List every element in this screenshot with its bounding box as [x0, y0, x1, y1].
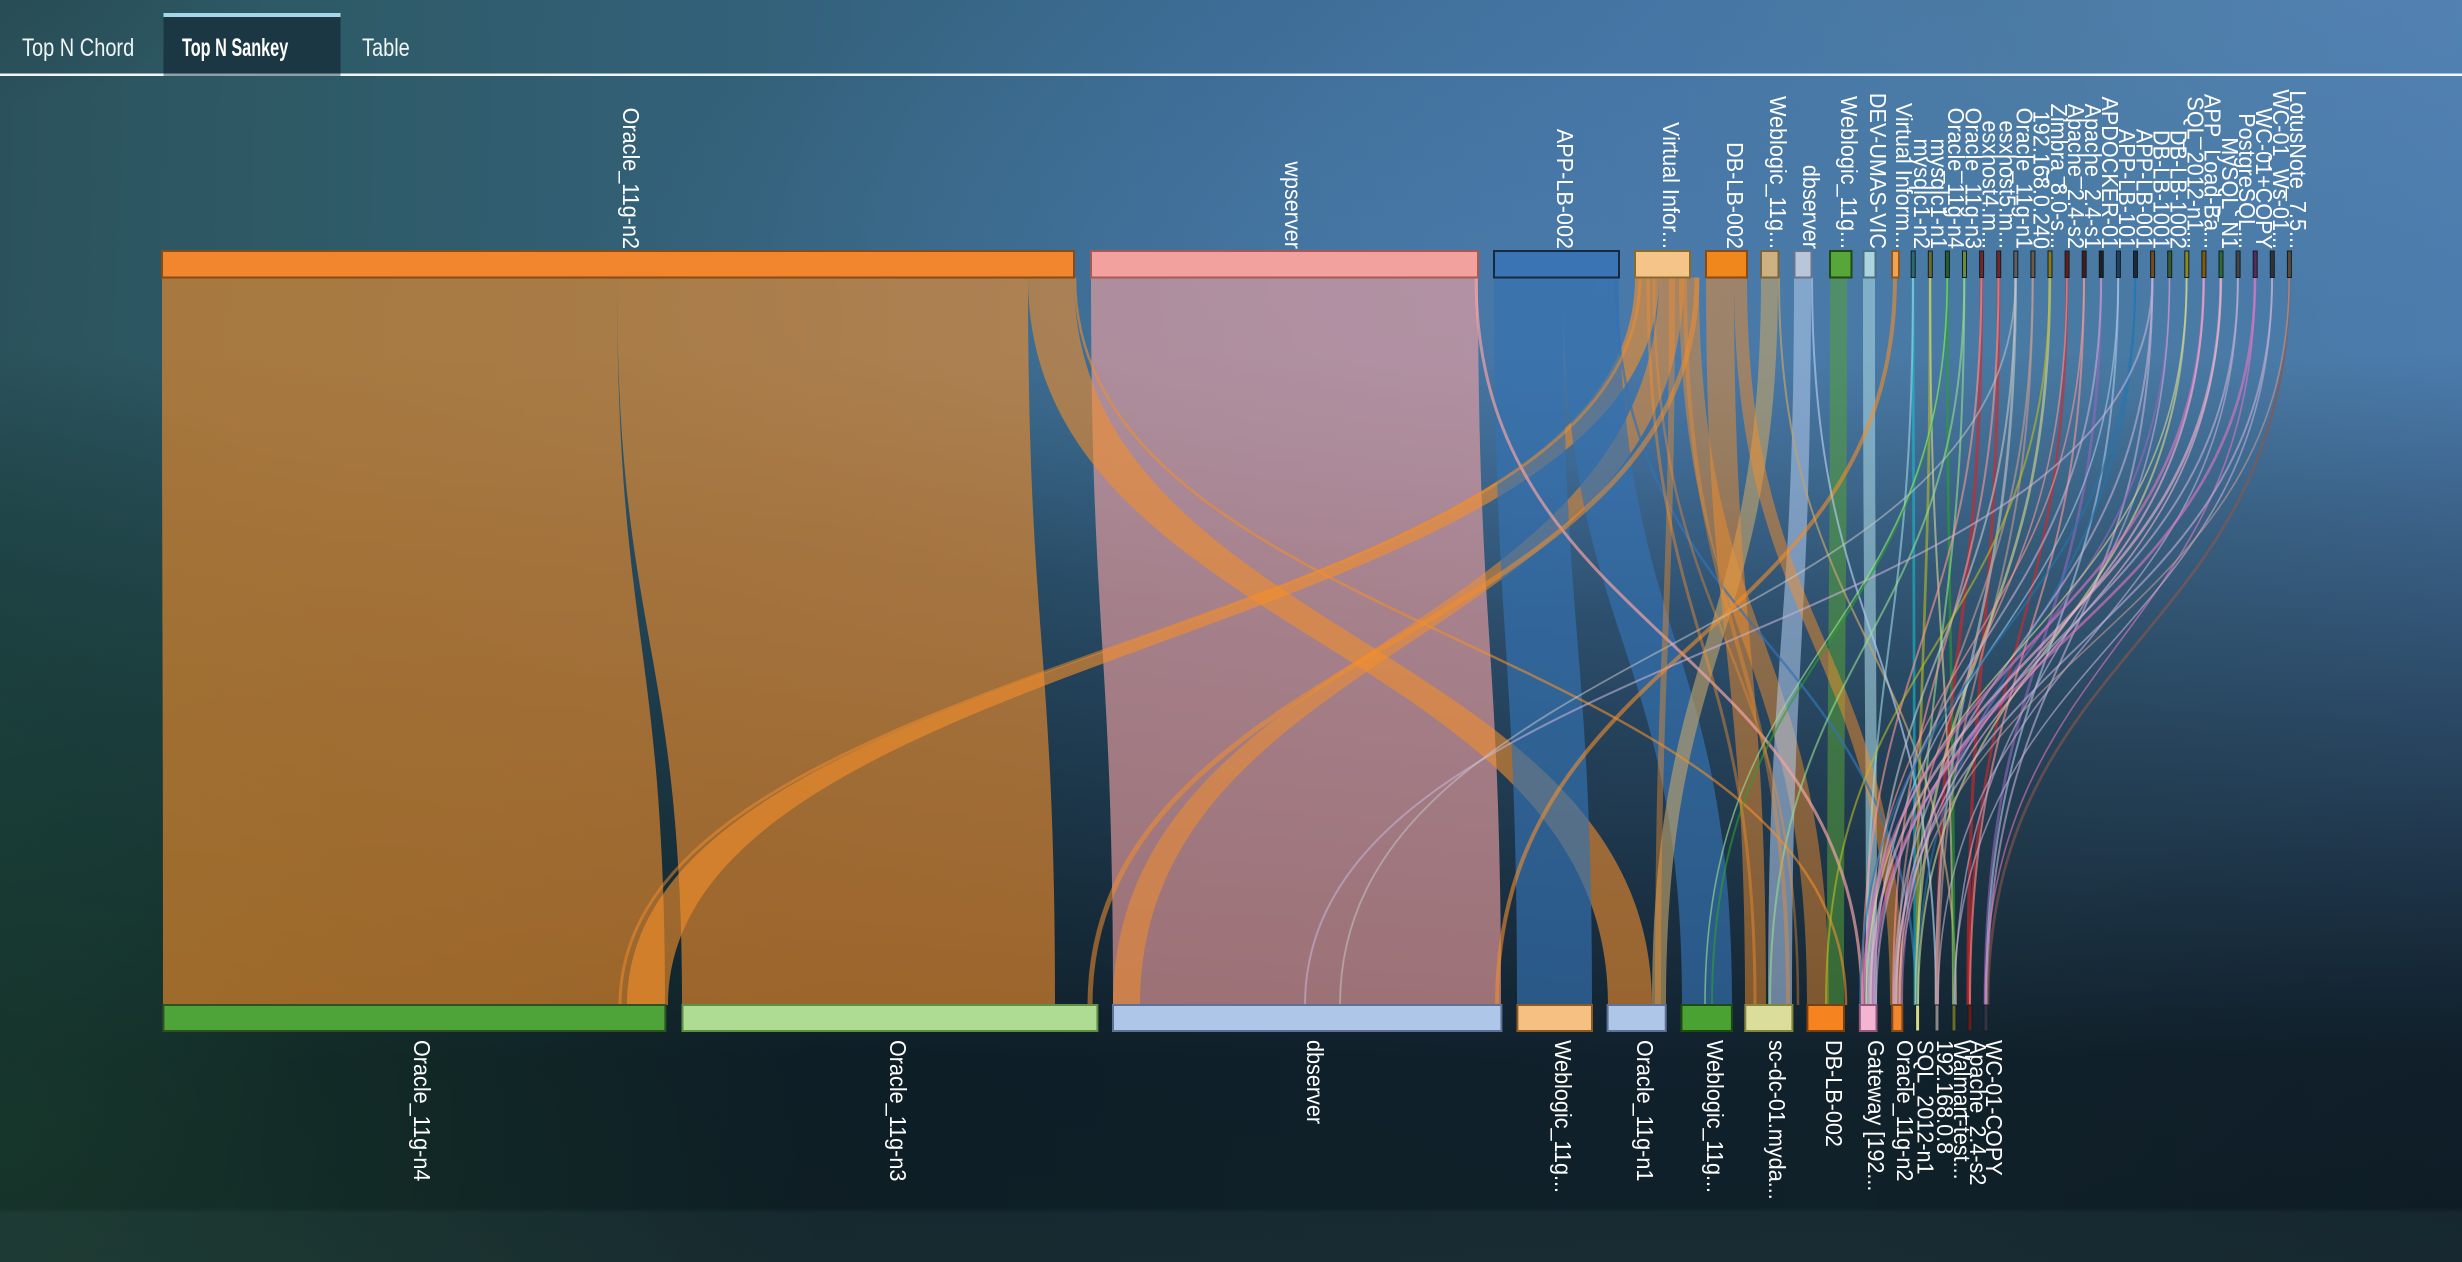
- svg-text:LotusNote_7.5...: LotusNote_7.5...: [2285, 90, 2311, 249]
- svg-text:Oracle_11g-n2: Oracle_11g-n2: [1892, 1040, 1918, 1181]
- svg-text:DEV-UMAS-VIC: DEV-UMAS-VIC: [1865, 93, 1891, 249]
- svg-text:Walmart-test...: Walmart-test...: [1949, 1040, 1975, 1180]
- svg-text:SQL_2012-n1...: SQL_2012-n1...: [2182, 96, 2208, 249]
- svg-text:WC-01+COPY: WC-01+COPY: [2251, 108, 2277, 249]
- svg-text:Oracle_11g-n4: Oracle_11g-n4: [409, 1040, 435, 1181]
- svg-text:Apache_2.4-s2: Apache_2.4-s2: [2063, 104, 2089, 249]
- svg-text:Apache_2.4-s2: Apache_2.4-s2: [1965, 1040, 1991, 1185]
- svg-text:APDOCKER-01: APDOCKER-01: [2097, 96, 2123, 249]
- svg-text:Oracle_11g-n4: Oracle_11g-n4: [1943, 108, 1969, 249]
- svg-text:Top N Sankey: Top N Sankey: [182, 35, 288, 62]
- svg-text:Table: Table: [362, 34, 410, 62]
- svg-text:Apache_2.4-s1: Apache_2.4-s1: [2080, 104, 2106, 249]
- svg-text:DB-LB-1002: DB-LB-1002: [2165, 130, 2191, 249]
- svg-text:Virtual Infor...: Virtual Infor...: [1658, 122, 1684, 249]
- svg-text:192.168.0.8: 192.168.0.8: [1932, 1040, 1958, 1154]
- svg-text:Top N Chord: Top N Chord: [22, 34, 134, 62]
- svg-text:Oracle_11g-n3: Oracle_11g-n3: [1960, 108, 1986, 249]
- svg-text:WC-01_Ws-01...: WC-01_Ws-01...: [2268, 89, 2294, 249]
- svg-text:Weblogic_11g...: Weblogic_11g...: [1550, 1040, 1576, 1193]
- svg-text:esxhost5.m...: esxhost5.m...: [1994, 120, 2020, 249]
- svg-text:Weblogic_11g...: Weblogic_11g...: [1702, 1040, 1728, 1193]
- svg-text:APP_Load-Ba...: APP_Load-Ba...: [2200, 94, 2226, 249]
- svg-text:dbserver: dbserver: [1302, 1040, 1328, 1125]
- svg-text:DB-LB-1001: DB-LB-1001: [2148, 130, 2174, 249]
- svg-text:WC-01-COPY: WC-01-COPY: [1981, 1040, 2007, 1176]
- svg-text:Oracle_11g-n1: Oracle_11g-n1: [2011, 108, 2037, 249]
- svg-text:APP-LB-101: APP-LB-101: [2114, 129, 2140, 249]
- svg-text:Oracle_11g-n1: Oracle_11g-n1: [1632, 1040, 1658, 1181]
- svg-text:wpserver: wpserver: [1280, 160, 1306, 249]
- svg-text:Oracle_11g-n2: Oracle_11g-n2: [618, 108, 644, 249]
- svg-text:APP-LB-002: APP-LB-002: [1552, 129, 1578, 249]
- svg-text:SQL_2012-n1: SQL_2012-n1: [1912, 1040, 1938, 1175]
- svg-text:Zimbra_8.0-s...: Zimbra_8.0-s...: [2046, 104, 2072, 249]
- svg-text:APP-LB-001: APP-LB-001: [2131, 129, 2157, 249]
- svg-text:Virtual Inform...: Virtual Inform...: [1891, 103, 1917, 249]
- svg-text:MySQL_N1: MySQL_N1: [2217, 137, 2243, 249]
- svg-text:Weblogic_11g...: Weblogic_11g...: [1765, 96, 1791, 249]
- svg-text:dbserver: dbserver: [1798, 165, 1824, 250]
- svg-text:Gateway [192...: Gateway [192...: [1863, 1040, 1889, 1191]
- svg-text:sc-dc-01.myda...: sc-dc-01.myda...: [1764, 1040, 1790, 1200]
- svg-text:Oracle_11g-n3: Oracle_11g-n3: [885, 1040, 911, 1181]
- svg-text:mysqlc1-n2: mysqlc1-n2: [1909, 138, 1935, 249]
- svg-text:DB-LB-002: DB-LB-002: [1722, 142, 1748, 249]
- svg-text:192.168.0.240: 192.168.0.240: [2029, 111, 2055, 249]
- svg-text:esxhost4.m...: esxhost4.m...: [1977, 120, 2003, 249]
- svg-text:Weblogic_11g...: Weblogic_11g...: [1836, 96, 1862, 249]
- svg-text:PostgreSQL...: PostgreSQL...: [2234, 113, 2260, 249]
- svg-text:DB-LB-002: DB-LB-002: [1821, 1040, 1847, 1147]
- svg-text:mysqlc1-n1: mysqlc1-n1: [1926, 138, 1952, 249]
